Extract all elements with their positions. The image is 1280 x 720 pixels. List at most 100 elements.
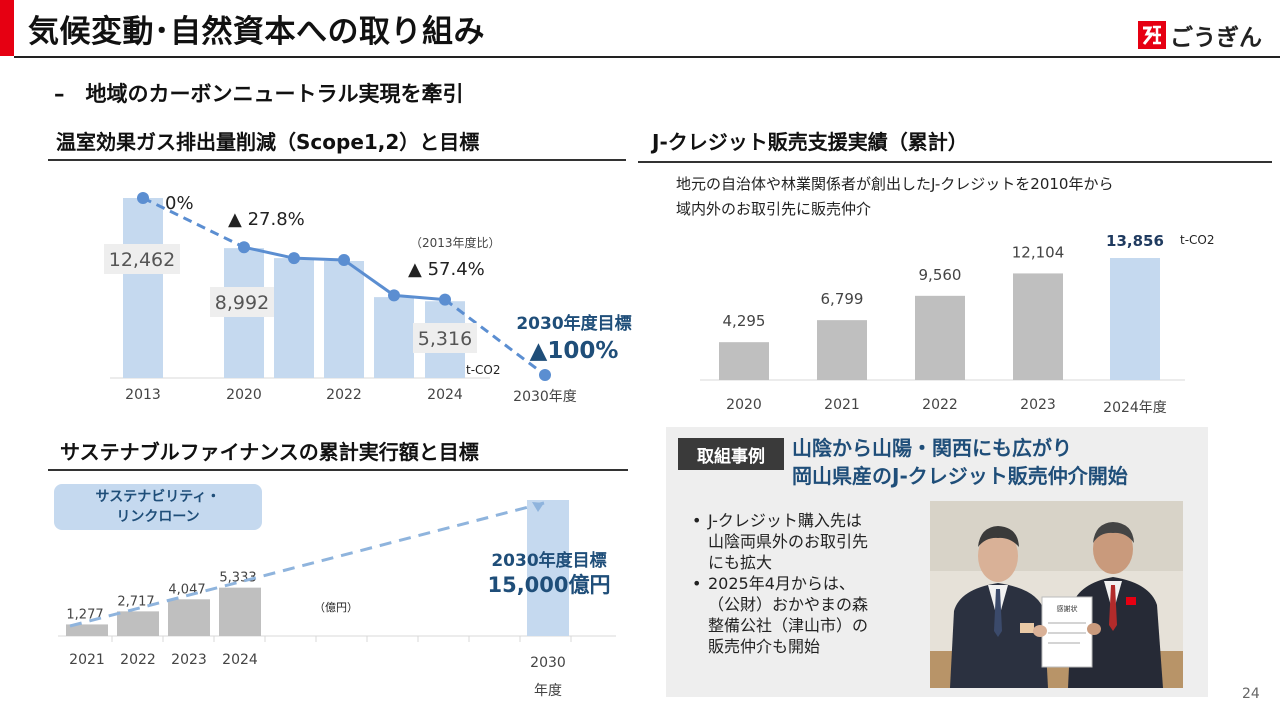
bullet-line: 整備公社（津山市）の — [708, 616, 869, 635]
finance-tick-suffix: 年度 — [534, 683, 562, 699]
ghg-line-segment — [393, 293, 446, 302]
ghg-point-2022 — [338, 253, 350, 266]
ghg-target-value: ▲100% — [530, 338, 619, 364]
bullet-line: 2025年4月からは、 — [708, 574, 855, 593]
jcredit-bar-2023 — [1013, 273, 1063, 380]
jcredit-tick-label: 2022 — [922, 397, 958, 413]
page-number: 24 — [1242, 686, 1260, 702]
ghg-point-2020 — [238, 241, 250, 254]
bullet-item: 2025年4月からは、 （公財）おかやまの森 整備公社（津山市）の 販売仲介も開… — [690, 573, 918, 657]
jcredit-unit-label: t-CO2 — [1180, 233, 1215, 247]
finance-title-rule — [48, 469, 628, 471]
ghg-point-2023 — [388, 289, 400, 302]
finance-legend-line-2: リンクローン — [116, 509, 200, 525]
bank-logo-icon — [1138, 21, 1166, 49]
jcredit-value-label: 12,104 — [1012, 243, 1065, 261]
ghg-target-label: 2030年度目標 — [516, 313, 631, 334]
finance-bar-2024 — [219, 587, 261, 636]
finance-tick-label: 2022 — [120, 652, 156, 668]
photo-upper-wall — [930, 501, 1183, 571]
ghg-bar-2013 — [123, 198, 163, 378]
finance-tick-label: 2021 — [69, 652, 105, 668]
jcredit-tick-label: 2020 — [726, 397, 762, 413]
jcredit-description: 地元の自治体や林業関係者が創出したJ-クレジットを2010年から 域内外のお取引… — [676, 172, 1236, 222]
jcredit-bar-2021 — [817, 320, 867, 380]
ghg-line-dashed-segment — [444, 298, 546, 377]
ghg-tick-2013: 2013 — [125, 387, 161, 403]
jcredit-value-label: 13,856 — [1106, 232, 1164, 250]
ghg-value-box-2024 — [413, 323, 477, 353]
jcredit-bar-2024年度 — [1110, 258, 1160, 380]
finance-value-label: 2,717 — [117, 594, 154, 609]
bullet-line: 販売仲介も開始 — [708, 637, 821, 656]
jcredit-chart-title: J-クレジット販売支援実績（累計） — [652, 130, 968, 154]
brand-accent-bar — [0, 0, 14, 56]
ghg-bar-2023 — [374, 297, 414, 378]
jcredit-description-line-1: 地元の自治体や林業関係者が創出したJ-クレジットを2010年から — [676, 175, 1114, 193]
ghg-value-label-2020: 8,992 — [215, 292, 269, 314]
finance-bar-2030 — [527, 500, 569, 636]
ghg-baseline-note: （2013年度比） — [410, 235, 501, 250]
bullet-line: 山陰両県外のお取引先 — [708, 532, 869, 551]
ghg-line-dashed-segment — [142, 196, 245, 249]
ceremony-photo: 感謝状 — [930, 501, 1183, 688]
jcredit-value-label: 9,560 — [919, 266, 962, 284]
ghg-tick-2020: 2020 — [226, 387, 262, 403]
certificate-text: 感謝状 — [1057, 604, 1078, 613]
ghg-tick-2024: 2024 — [427, 387, 463, 403]
ghg-point-2024 — [439, 293, 451, 306]
person-left — [950, 526, 1048, 688]
bullet-line: （公財）おかやまの森 — [708, 595, 869, 614]
ghg-unit-label: t-CO2 — [466, 363, 501, 377]
finance-value-label: 5,333 — [219, 571, 256, 586]
finance-tick-label: 2023 — [171, 652, 207, 668]
ghg-line-segment — [293, 256, 345, 262]
ghg-value-label-2024: 5,316 — [418, 328, 472, 350]
finance-tick-label: 2024 — [222, 652, 258, 668]
company-logo: ごうぎん — [1138, 18, 1262, 52]
jcredit-bar-2022 — [915, 295, 965, 380]
jcredit-tick-label: 2023 — [1020, 397, 1056, 413]
finance-tick-label: 2030 — [530, 655, 566, 671]
finance-bar-2022 — [117, 611, 159, 636]
finance-trend-arrowhead — [532, 502, 544, 512]
ghg-point-2021 — [288, 252, 300, 265]
case-study-title: 山陰から山陽・関西にも広がり 岡山県産のJ-クレジット販売仲介開始 — [792, 434, 1128, 490]
bullet-line: にも拡大 — [708, 553, 773, 572]
case-study-title-line-2: 岡山県産のJ-クレジット販売仲介開始 — [792, 464, 1128, 488]
ghg-bar-2022 — [324, 261, 364, 378]
jcredit-bar-2020 — [719, 342, 769, 380]
ghg-value-label-2013: 12,462 — [109, 249, 175, 271]
case-study-bullets: J-クレジット購入先は 山陰両県外のお取引先 にも拡大 2025年4月からは、 … — [690, 510, 918, 657]
finance-unit-label: （億円） — [314, 601, 358, 614]
page-title: 気候変動･自然資本への取り組み — [28, 14, 485, 50]
bullet-line: J-クレジット購入先は — [708, 511, 862, 530]
bullet-item: J-クレジット購入先は 山陰両県外のお取引先 にも拡大 — [690, 510, 918, 573]
finance-trend-line — [69, 501, 545, 628]
jcredit-tick-label: 2021 — [824, 397, 860, 413]
ghg-value-box-2020 — [210, 287, 274, 317]
finance-legend-pill: サステナビリティ・ リンクローン — [54, 484, 262, 530]
finance-legend-line-1: サステナビリティ・ — [95, 489, 221, 505]
ghg-point-2013 — [137, 192, 149, 204]
jcredit-value-label: 4,295 — [723, 312, 766, 330]
ghg-chart-title: 温室効果ガス排出量削減（Scope1,2）と目標 — [56, 130, 480, 154]
finance-target-value: 15,000億円 — [487, 573, 610, 597]
ghg-line-segment — [243, 245, 295, 260]
case-study-badge: 取組事例 — [678, 438, 784, 470]
logo-text: ごうぎん — [1170, 25, 1262, 51]
jcredit-chart: 4,295 2020 6,799 2021 9,560 2022 12,104 2023 13,… — [700, 232, 1215, 416]
ghg-tick-2030: 2030年度 — [513, 389, 577, 405]
title-divider — [14, 56, 1280, 58]
case-study-title-line-1: 山陰から山陽・関西にも広がり — [792, 436, 1072, 460]
ghg-tick-2022: 2022 — [326, 387, 362, 403]
jcredit-tick-label: 2024年度 — [1103, 400, 1167, 416]
finance-target-label: 2030年度目標 — [491, 550, 606, 571]
finance-bar-2023 — [168, 599, 210, 636]
jcredit-description-line-2: 域内外のお取引先に販売仲介 — [676, 200, 872, 218]
ghg-reduction-label-2024: ▲ 57.4% — [408, 259, 485, 280]
jcredit-title-rule — [638, 161, 1272, 163]
certificate-document: 感謝状 — [1033, 596, 1101, 668]
finance-bar-2021 — [66, 624, 108, 636]
